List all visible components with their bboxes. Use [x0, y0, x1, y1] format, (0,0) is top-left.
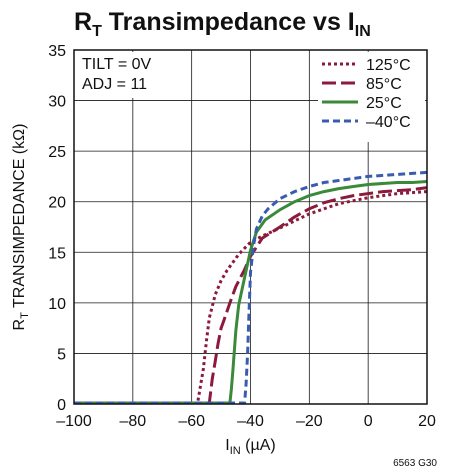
y-tick-label: 10	[48, 296, 66, 313]
x-tick-label: –40	[237, 413, 264, 430]
y-tick-label: 25	[48, 144, 66, 161]
y-axis-label-main: R	[11, 319, 28, 331]
annotation-box: TILT = 0V ADJ = 11	[76, 52, 160, 98]
x-tick-label: –100	[56, 413, 92, 430]
plot-frame	[73, 49, 428, 405]
x-tick-labels: –100 –80 –60 –40 –20 0 20	[56, 413, 436, 430]
y-tick-label: 15	[48, 245, 66, 262]
y-axis-label: RT TRANSIMPEDANCE (kΩ)	[11, 124, 31, 331]
title-rest: Transimpedance vs I	[102, 8, 355, 36]
y-tick-label: 5	[57, 346, 66, 363]
y-tick-label: 20	[48, 195, 66, 212]
legend-label: –40°C	[366, 114, 411, 131]
annotation-background	[76, 52, 160, 98]
y-tick-label: 35	[48, 43, 66, 60]
x-axis-label-main: I	[225, 437, 229, 454]
chart-title: RT Transimpedance vs IIN	[74, 8, 371, 40]
x-tick-label: –80	[119, 413, 146, 430]
series-line-2	[74, 180, 428, 405]
x-tick-label: 20	[418, 413, 436, 430]
series-lines	[74, 170, 428, 405]
legend: 125°C 85°C 25°C –40°C	[318, 52, 425, 142]
x-axis-label-rest: (µA)	[241, 437, 276, 454]
title-main: R	[74, 8, 92, 36]
y-axis-label-subscript: T	[19, 312, 31, 319]
annotation-adj: ADJ = 11	[82, 76, 147, 93]
title-main-subscript: T	[92, 23, 102, 40]
legend-label: 85°C	[366, 76, 402, 93]
x-tick-label: –60	[178, 413, 205, 430]
annotation-tilt: TILT = 0V	[82, 56, 152, 73]
legend-background	[318, 52, 425, 142]
x-tick-label: 0	[364, 413, 373, 430]
y-tick-label: 0	[57, 397, 66, 414]
grid	[74, 50, 427, 404]
y-tick-labels: 0 5 10 15 20 25 30 35	[48, 43, 66, 414]
y-axis-label-rest: TRANSIMPEDANCE (kΩ)	[11, 124, 28, 313]
figure-code: 6563 G30	[393, 458, 437, 469]
series-line-3	[74, 170, 428, 405]
series-line-1	[74, 186, 428, 405]
x-tick-label: –20	[296, 413, 323, 430]
x-axis-label: IIN (µA)	[225, 437, 275, 457]
title-rest-subscript: IN	[355, 23, 371, 40]
series-line-0	[74, 190, 428, 405]
legend-label: 25°C	[366, 95, 402, 112]
y-tick-label: 30	[48, 94, 66, 111]
legend-label: 125°C	[366, 57, 411, 74]
x-axis-label-subscript: IN	[230, 445, 241, 457]
